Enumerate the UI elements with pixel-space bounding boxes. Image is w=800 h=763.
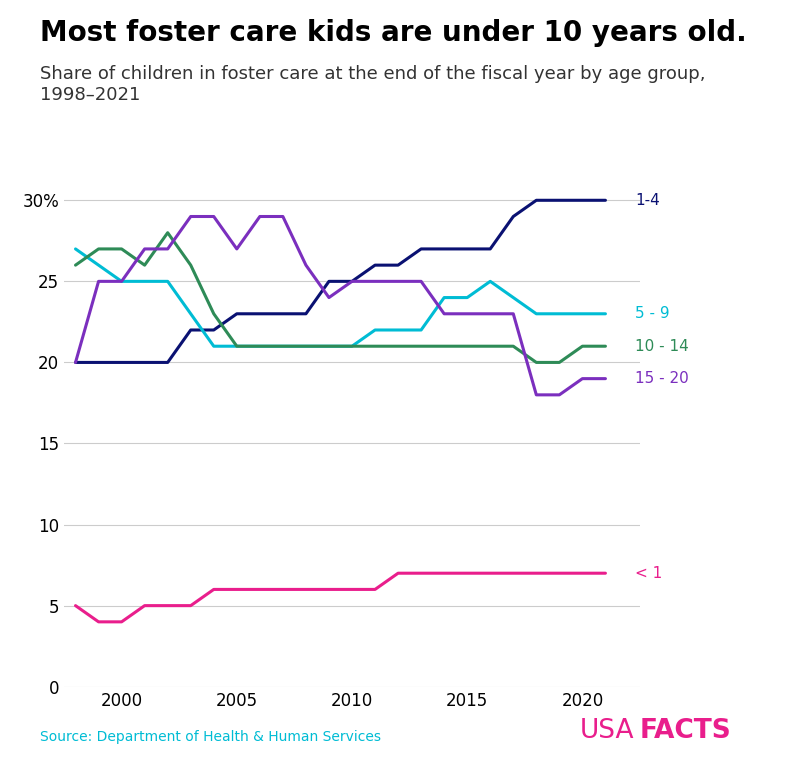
- Text: Source: Department of Health & Human Services: Source: Department of Health & Human Ser…: [40, 730, 381, 744]
- Text: USA: USA: [580, 718, 634, 744]
- Text: Share of children in foster care at the end of the fiscal year by age group, 199: Share of children in foster care at the …: [40, 65, 706, 104]
- Text: < 1: < 1: [635, 565, 662, 581]
- Text: FACTS: FACTS: [640, 718, 732, 744]
- Text: Most foster care kids are under 10 years old.: Most foster care kids are under 10 years…: [40, 19, 746, 47]
- Text: 5 - 9: 5 - 9: [635, 306, 670, 321]
- Text: 10 - 14: 10 - 14: [635, 339, 689, 354]
- Text: 15 - 20: 15 - 20: [635, 371, 689, 386]
- Text: 1-4: 1-4: [635, 193, 660, 208]
